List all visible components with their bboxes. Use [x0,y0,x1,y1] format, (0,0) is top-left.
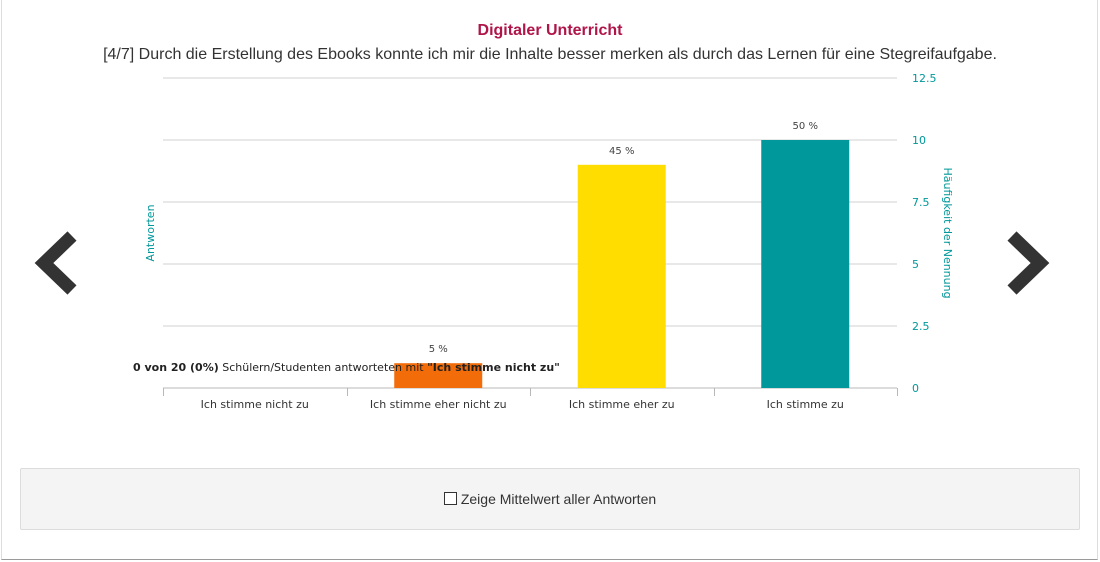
x-tick-label: Ich stimme zu [767,398,844,411]
chart-tooltip: 0 von 20 (0%) Schülern/Studenten antwort… [133,361,560,374]
bar [761,140,850,388]
y-tick-label: 5 [912,258,919,271]
bar-value-label: 5 % [429,344,448,355]
y-axis-title-right: Häufigkeit der Nennung [941,167,954,298]
survey-title: Digitaler Unterricht [477,22,623,39]
y-tick-label: 0 [912,382,919,395]
tooltip-answer: "Ich stimme nicht zu" [427,361,560,374]
x-tick-label: Ich stimme eher zu [569,398,675,411]
options-panel: Zeige Mittelwert aller Antworten [20,468,1080,530]
mean-checkbox[interactable] [443,492,457,505]
bar-value-label: 50 % [793,121,818,132]
previous-question-button[interactable] [32,228,82,298]
tooltip-count: 0 von 20 (0%) [133,361,219,374]
y-tick-label: 2.5 [912,320,930,333]
bar [577,164,666,388]
mean-checkbox-label: Zeige Mittelwert aller Antworten [460,491,657,507]
chevron-left-icon [34,231,77,295]
x-tick-label: Ich stimme eher nicht zu [370,398,507,411]
mean-toggle[interactable]: Zeige Mittelwert aller Antworten [21,491,1079,507]
question-text: [4/7] Durch die Erstellung des Ebooks ko… [103,46,997,63]
y-tick-label: 10 [912,134,926,147]
bar-chart: 0 2.5 5 7.5 10 12.5 Ich stimme nicht zu 5 % Ich … [144,72,954,411]
bar-value-label: 45 % [609,146,634,157]
bar [394,363,483,388]
x-tick-label: Ich stimme nicht zu [201,398,309,411]
y-axis-title-left: Antworten [144,204,157,261]
tooltip-text: Schülern/Studenten antworteten mit [218,361,428,374]
y-tick-label: 7.5 [912,196,930,209]
y-tick-label: 12.5 [912,72,937,85]
next-question-button[interactable] [1000,228,1050,298]
chevron-right-icon [1007,231,1050,295]
